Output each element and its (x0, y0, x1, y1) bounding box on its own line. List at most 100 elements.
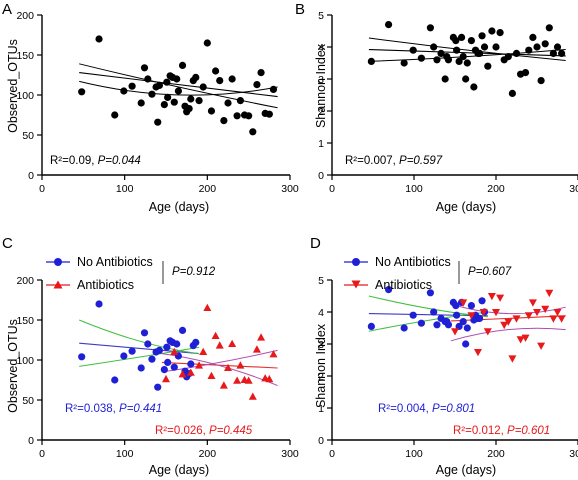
y-tick-label: 0 (28, 170, 34, 182)
data-point (154, 118, 162, 126)
data-point (492, 43, 500, 51)
data-point-triangle (170, 347, 179, 355)
data-point (457, 33, 466, 42)
y-tick-label: 150 (16, 315, 34, 327)
data-point (170, 363, 178, 371)
panel-d: D 0 1 2 3 4 5 0 100 200 300 No Antibiotics Antibi… (310, 235, 578, 477)
data-point (496, 28, 504, 37)
plot-area: 0 50 100 150 200 0 100 200 300 (16, 275, 298, 460)
data-point (444, 56, 453, 64)
y-axis-label: Shannon Index (314, 43, 328, 128)
data-point (384, 286, 393, 294)
data-point (140, 64, 149, 72)
x-tick-label: 200 (199, 183, 217, 195)
data-point (228, 75, 236, 83)
data-point (148, 90, 156, 98)
y-tick-label: 2 (318, 371, 324, 383)
data-point (455, 57, 463, 65)
data-point (549, 49, 558, 58)
legend-label: Antibiotics (77, 278, 134, 292)
data-point-triangle (215, 341, 224, 349)
confidence-band (79, 319, 200, 355)
data-point (155, 346, 163, 354)
panel-label: B (295, 1, 305, 18)
data-point-triangle-down (524, 312, 533, 320)
data-point (433, 56, 441, 64)
confidence-band (79, 346, 200, 367)
data-point (508, 89, 516, 97)
data-point-triangle-down (537, 342, 546, 350)
data-point (512, 49, 521, 58)
data-point (216, 77, 224, 85)
data-point (207, 107, 216, 115)
plot-area: 0 1 2 3 4 5 0 100 200 300 (318, 10, 578, 195)
data-point (476, 49, 484, 58)
data-point (128, 82, 136, 90)
regression-line (79, 342, 200, 355)
data-point (236, 97, 244, 105)
data-point (478, 32, 486, 40)
data-point (163, 78, 171, 86)
data-point (148, 355, 156, 363)
data-point-triangle-down (553, 309, 562, 317)
data-point (192, 338, 200, 346)
p-value: P=0.801 (432, 403, 475, 415)
data-point-triangle (203, 303, 212, 311)
x-tick-label: 100 (405, 448, 423, 460)
data-point (95, 300, 103, 308)
data-point (400, 59, 408, 67)
group-p-value: P=0.912 (172, 266, 216, 278)
data-point (170, 98, 178, 106)
data-point (187, 360, 195, 368)
data-point (541, 40, 549, 48)
data-point-triangle-down (496, 294, 505, 302)
data-point (203, 39, 211, 47)
x-tick-label: 0 (329, 183, 335, 195)
data-point-triangle-down (500, 321, 509, 330)
data-point-triangle-down (521, 334, 530, 342)
x-axis-label: Age (days) (149, 463, 209, 477)
data-point (484, 62, 492, 70)
data-point (463, 59, 471, 67)
data-point (459, 318, 467, 326)
data-point-triangle (195, 361, 204, 369)
p-value: P=0.597 (399, 155, 443, 167)
data-point (437, 49, 445, 58)
plot-area: 0 50 100 150 200 0 100 200 300 (16, 10, 298, 195)
y-tick-label: 50 (22, 395, 34, 407)
x-tick-label: 0 (39, 448, 45, 460)
panel-label: C (2, 235, 13, 252)
p-value: P=0.044 (98, 155, 141, 167)
data-point-triangle (228, 339, 237, 347)
data-point-triangle (236, 361, 245, 369)
data-point-triangle (207, 371, 216, 379)
data-point (367, 57, 375, 65)
y-tick-label: 2 (318, 106, 324, 118)
data-point (265, 110, 273, 118)
data-point (478, 297, 486, 305)
x-tick-label: 200 (199, 448, 217, 460)
panel-c: C 0 50 100 150 200 0 100 200 300 No Antibiotics … (2, 235, 299, 477)
data-point (187, 95, 195, 103)
data-point-triangle (248, 392, 257, 400)
data-point (233, 112, 241, 120)
p-value: P=0.601 (507, 425, 550, 437)
panel-label: D (310, 235, 321, 252)
data-point (257, 69, 265, 77)
y-tick-label: 4 (318, 42, 324, 54)
data-point-triangle-down (541, 305, 550, 314)
data-point (545, 24, 553, 32)
data-point (467, 302, 475, 310)
r2-value: R²=0.026, (155, 425, 209, 437)
stat-annotation-antibiotics: R²=0.026, P=0.445 (155, 425, 253, 437)
p-value: P=0.441 (119, 403, 162, 415)
y-tick-label: 0 (28, 435, 34, 447)
data-point (185, 105, 193, 113)
data-point (430, 43, 438, 51)
data-point (173, 340, 181, 348)
data-point (426, 289, 434, 297)
data-point-triangle-down (479, 309, 488, 317)
data-point (480, 43, 489, 51)
data-point (128, 347, 136, 355)
data-point (409, 311, 417, 319)
